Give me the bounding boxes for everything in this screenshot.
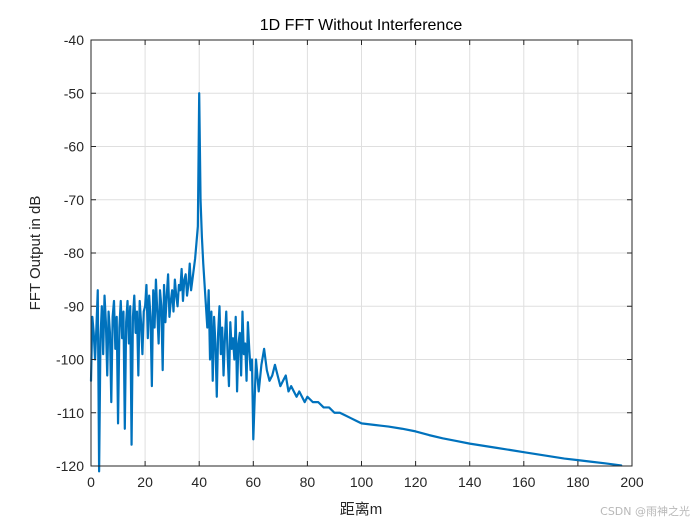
y-tick-label: -80 bbox=[64, 245, 84, 261]
y-axis-label: FFT Output in dB bbox=[27, 196, 44, 311]
y-tick-label: -50 bbox=[64, 85, 84, 101]
tick-marks bbox=[90, 39, 633, 467]
series-group bbox=[89, 92, 623, 473]
watermark: CSDN @雨神之光 bbox=[600, 505, 690, 518]
y-tick-label: -90 bbox=[64, 298, 84, 314]
x-tick-label: 180 bbox=[566, 474, 590, 490]
x-tick-label: 80 bbox=[300, 474, 316, 490]
y-tick-label: -100 bbox=[56, 352, 84, 368]
chart-title: 1D FFT Without Interference bbox=[260, 17, 463, 34]
grid-lines bbox=[91, 40, 632, 466]
x-tick-label: 200 bbox=[620, 474, 644, 490]
x-tick-label: 160 bbox=[512, 474, 536, 490]
y-tick-label: -60 bbox=[64, 139, 84, 155]
series-line bbox=[89, 92, 623, 473]
y-tick-label: -40 bbox=[64, 32, 84, 48]
x-tick-label: 100 bbox=[350, 474, 374, 490]
x-tick-label: 120 bbox=[404, 474, 428, 490]
x-axis-label: 距离m bbox=[340, 501, 383, 518]
x-tick-label: 140 bbox=[458, 474, 482, 490]
x-tick-label: 20 bbox=[137, 474, 153, 490]
y-tick-label: -70 bbox=[64, 192, 84, 208]
x-tick-label: 40 bbox=[191, 474, 207, 490]
y-tick-label: -120 bbox=[56, 458, 84, 474]
x-tick-label: 0 bbox=[87, 474, 95, 490]
x-tick-label: 60 bbox=[246, 474, 262, 490]
y-tick-labels: -120 -110 -100 -90 -80 -70 -60 -50 -40 bbox=[56, 32, 84, 474]
y-tick-label: -110 bbox=[57, 405, 84, 421]
x-tick-labels: 0 20 40 60 80 100 120 140 160 180 200 bbox=[87, 474, 644, 490]
